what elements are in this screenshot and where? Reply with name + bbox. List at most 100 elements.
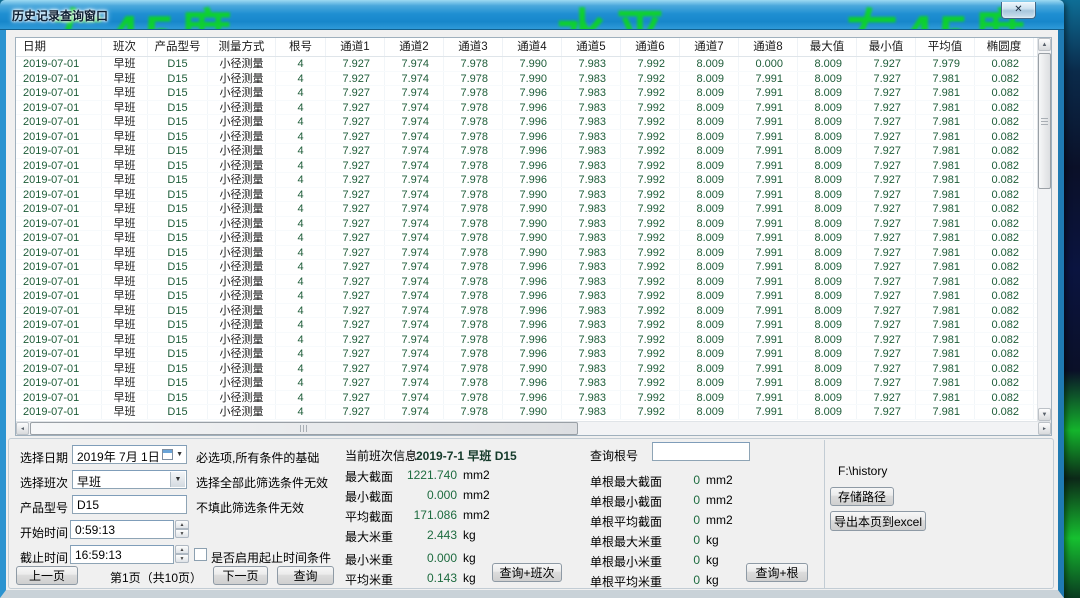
chevron-down-icon[interactable]: ▼	[170, 472, 185, 487]
table-row[interactable]: 2019-07-01 早班 D15 小径测量 4 7.927 7.974 7.978 7.996…	[16, 100, 1037, 116]
table-horizontal-scrollbar[interactable]: ◄ ►	[16, 421, 1051, 435]
table-cell: 7.978	[444, 202, 503, 216]
table-row[interactable]: 2019-07-01 早班 D15 小径测量 4 7.927 7.974 7.978 7.990…	[16, 231, 1037, 246]
root-query-input[interactable]	[653, 443, 749, 460]
table-cell: 7.927	[326, 347, 385, 361]
table-cell: 2019-07-01	[16, 86, 102, 100]
table-cell: 0.082	[975, 71, 1034, 86]
column-header[interactable]: 产品型号	[148, 38, 208, 56]
spin-down-icon[interactable]: ▼	[175, 529, 189, 538]
date-dropdown[interactable]: ▼	[162, 449, 183, 460]
column-header[interactable]: 通道7	[680, 38, 739, 56]
query-root-button[interactable]: 查询+根	[746, 563, 808, 582]
storage-path-button[interactable]: 存储路径	[830, 487, 894, 506]
scrollbar-grip	[300, 425, 308, 432]
column-header[interactable]: 通道5	[562, 38, 621, 56]
table-row[interactable]: 2019-07-01 早班 D15 小径测量 4 7.927 7.974 7.978 7.990…	[16, 187, 1037, 203]
column-header[interactable]: 平均值	[916, 38, 975, 56]
column-header[interactable]: 最小值	[857, 38, 916, 56]
table-row[interactable]: 2019-07-01 早班 D15 小径测量 4 7.927 7.974 7.978 7.990…	[16, 361, 1037, 377]
end-time-input[interactable]	[71, 546, 173, 563]
column-header[interactable]: 通道2	[385, 38, 444, 56]
table-row[interactable]: 2019-07-01 早班 D15 小径测量 4 7.927 7.974 7.978 7.996…	[16, 376, 1037, 391]
table-row[interactable]: 2019-07-01 早班 D15 小径测量 4 7.927 7.974 7.978 7.996…	[16, 332, 1037, 348]
spin-up-icon[interactable]: ▲	[175, 520, 189, 529]
table-row[interactable]: 2019-07-01 早班 D15 小径测量 4 7.927 7.974 7.978 7.996…	[16, 390, 1037, 406]
table-cell: 2019-07-01	[16, 158, 102, 173]
table-row[interactable]: 2019-07-01 早班 D15 小径测量 4 7.927 7.974 7.978 7.996…	[16, 289, 1037, 304]
table-row[interactable]: 2019-07-01 早班 D15 小径测量 4 7.927 7.974 7.978 7.996…	[16, 318, 1037, 333]
table-cell: 7.981	[916, 245, 975, 260]
column-header[interactable]: 通道3	[444, 38, 503, 56]
scroll-up-icon[interactable]: ▲	[1038, 38, 1051, 51]
query-button[interactable]: 查询	[277, 566, 334, 585]
table-cell: 7.996	[503, 115, 562, 129]
table-row[interactable]: 2019-07-01 早班 D15 小径测量 4 7.927 7.974 7.978 7.990…	[16, 71, 1037, 87]
date-picker[interactable]: 2019年 7月 1日 ▼	[72, 445, 187, 464]
spin-down-icon[interactable]: ▼	[175, 554, 189, 563]
column-header[interactable]: 通道6	[621, 38, 680, 56]
table-row[interactable]: 2019-07-01 早班 D15 小径测量 4 7.927 7.974 7.978 7.996…	[16, 144, 1037, 159]
query-shift-button[interactable]: 查询+班次	[492, 563, 562, 582]
export-excel-button[interactable]: 导出本页到excel	[830, 511, 926, 531]
table-cell: D15	[148, 57, 208, 71]
table-row[interactable]: 2019-07-01 早班 D15 小径测量 4 7.927 7.974 7.978 7.996…	[16, 303, 1037, 319]
horizontal-scroll-thumb[interactable]	[30, 422, 578, 435]
column-header[interactable]: 椭圆度	[975, 38, 1034, 56]
spin-up-icon[interactable]: ▲	[175, 545, 189, 554]
column-header[interactable]: 测量方式	[208, 38, 276, 56]
table-cell: 7.927	[857, 274, 916, 289]
next-page-button[interactable]: 下一页	[213, 566, 268, 585]
stat-unit: mm2	[706, 473, 733, 487]
shift-select[interactable]: 早班 ▼	[72, 470, 187, 489]
table-cell: 4	[276, 115, 326, 129]
table-row[interactable]: 2019-07-01 早班 D15 小径测量 4 7.927 7.974 7.978 7.990…	[16, 245, 1037, 261]
start-time-input[interactable]	[71, 521, 173, 538]
table-cell: 8.009	[798, 303, 857, 318]
column-header[interactable]: 最大值	[798, 38, 857, 56]
scroll-right-icon[interactable]: ►	[1038, 422, 1051, 435]
table-cell: 7.983	[562, 376, 621, 390]
table-cell: 7.992	[621, 129, 680, 144]
table-row[interactable]: 2019-07-01 早班 D15 小径测量 4 7.927 7.974 7.978 7.996…	[16, 347, 1037, 362]
table-vertical-scrollbar[interactable]: ▲ ▼	[1037, 38, 1051, 421]
end-time-field-wrap	[70, 545, 174, 564]
table-row[interactable]: 2019-07-01 早班 D15 小径测量 4 7.927 7.974 7.978 7.996…	[16, 173, 1037, 188]
stat-unit: kg	[463, 571, 476, 585]
stat-label: 单根最小米重	[590, 555, 663, 569]
table-cell: 7.974	[385, 86, 444, 100]
table-row[interactable]: 2019-07-01 早班 D15 小径测量 4 7.927 7.974 7.978 7.990…	[16, 405, 1037, 420]
scroll-down-icon[interactable]: ▼	[1038, 408, 1051, 421]
stat-label: 最小截面	[345, 490, 394, 504]
table-row[interactable]: 2019-07-01 早班 D15 小径测量 4 7.927 7.974 7.978 7.996…	[16, 115, 1037, 130]
table-cell: 7.927	[326, 405, 385, 419]
table-cell: 4	[276, 289, 326, 303]
product-input[interactable]	[73, 496, 186, 513]
scroll-left-icon[interactable]: ◄	[16, 422, 29, 435]
table-cell: 7.981	[916, 361, 975, 376]
column-header[interactable]: 通道4	[503, 38, 562, 56]
table-cell: 7.991	[739, 202, 798, 216]
table-cell: 2019-07-01	[16, 71, 102, 86]
table-cell: 0.082	[975, 405, 1034, 419]
table-row[interactable]: 2019-07-01 早班 D15 小径测量 4 7.927 7.974 7.978 7.996…	[16, 129, 1037, 145]
close-button[interactable]: ✕	[1001, 2, 1036, 19]
vertical-scroll-thumb[interactable]	[1038, 53, 1051, 189]
stat-label: 最小米重	[345, 553, 394, 567]
table-cell: 7.974	[385, 115, 444, 129]
table-row[interactable]: 2019-07-01 早班 D15 小径测量 4 7.927 7.974 7.978 7.996…	[16, 260, 1037, 275]
table-row[interactable]: 2019-07-01 早班 D15 小径测量 4 7.927 7.974 7.978 7.990…	[16, 202, 1037, 217]
time-filter-checkbox[interactable]	[194, 548, 207, 561]
table-row[interactable]: 2019-07-01 早班 D15 小径测量 4 7.927 7.974 7.978 7.996…	[16, 274, 1037, 290]
column-header[interactable]: 通道8	[739, 38, 798, 56]
column-header[interactable]: 根号	[276, 38, 326, 56]
column-header[interactable]: 日期	[16, 38, 102, 56]
background-text-right45: 右45度	[846, 0, 1032, 29]
table-row[interactable]: 2019-07-01 早班 D15 小径测量 4 7.927 7.974 7.978 7.990…	[16, 57, 1037, 72]
table-row[interactable]: 2019-07-01 早班 D15 小径测量 4 7.927 7.974 7.978 7.996…	[16, 158, 1037, 174]
column-header[interactable]: 班次	[102, 38, 148, 56]
table-row[interactable]: 2019-07-01 早班 D15 小径测量 4 7.927 7.974 7.978 7.990…	[16, 216, 1037, 232]
prev-page-button[interactable]: 上一页	[16, 566, 78, 585]
column-header[interactable]: 通道1	[326, 38, 385, 56]
table-row[interactable]: 2019-07-01 早班 D15 小径测量 4 7.927 7.974 7.978 7.996…	[16, 86, 1037, 101]
